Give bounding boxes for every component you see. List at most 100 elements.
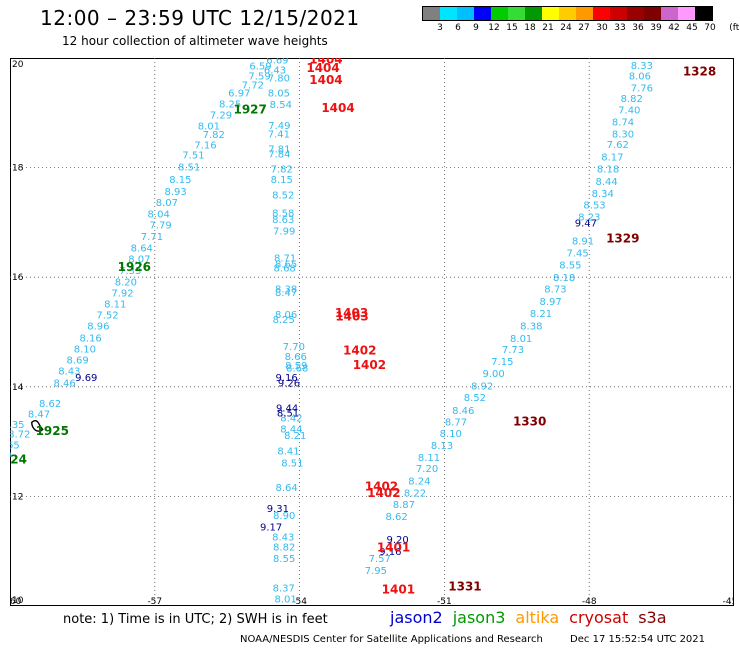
wave-height-label: 8.55 — [559, 261, 581, 272]
wave-height-label: 8.73 — [544, 285, 566, 296]
wave-height-label: 7.80 — [268, 74, 290, 85]
wave-height-label: 8.44 — [595, 177, 617, 188]
x-axis-tick-label: -45 — [723, 597, 734, 606]
altimeter-track-map: -60-57-54-51-48-452018161412106.696.596.… — [10, 58, 734, 606]
pass-id-label: 1404 — [309, 73, 342, 87]
wave-height-label: 8.93 — [164, 187, 186, 198]
wave-height-label: 8.18 — [553, 273, 575, 284]
wave-height-label: 8.34 — [592, 189, 614, 200]
pass-id-label: 1329 — [606, 231, 639, 245]
wave-height-label: 8.64 — [131, 244, 153, 255]
wave-height-label: 8.24 — [408, 477, 430, 488]
wave-height-label: 8.07 — [128, 255, 150, 266]
wave-height-label: 8.53 — [583, 200, 605, 211]
wave-height-label: 9.00 — [483, 369, 505, 380]
wave-height-label: 8.58 — [272, 209, 294, 220]
legend-swatch — [576, 7, 593, 20]
wave-height-label: 9.16 — [379, 547, 401, 558]
wave-height-label: 8.46 — [53, 378, 75, 389]
wave-height-label: 7.40 — [618, 106, 640, 117]
wave-height-label: 8.43 — [272, 532, 294, 543]
wave-height-label: 8.22 — [404, 489, 426, 500]
wave-height-label: 9.16 — [275, 373, 297, 384]
legend-tick-label: 70 — [704, 23, 716, 33]
wave-height-label: 7.65 — [10, 440, 20, 451]
wave-height-label: 7.57 — [369, 554, 391, 565]
wave-height-label: 8.51 — [277, 409, 299, 420]
wave-height-label: 8.51 — [281, 458, 303, 469]
legend-swatch — [423, 7, 440, 20]
island-outline — [31, 419, 44, 432]
wave-height-label: 6.59 — [249, 62, 271, 73]
wave-height-label: 8.52 — [464, 393, 486, 404]
wave-height-label: 7.99 — [273, 227, 295, 238]
wave-height-label: 8.01 — [510, 334, 532, 345]
x-axis-tick-label: -60 — [10, 597, 22, 606]
wave-height-label: 8.74 — [612, 118, 634, 129]
wave-height-label: 8.91 — [572, 236, 594, 247]
legend-tick-label: 30 — [596, 23, 608, 33]
wave-height-label: 8.13 — [431, 441, 453, 452]
wave-height-label: 8.46 — [452, 406, 474, 417]
wave-height-label: 8.01 — [275, 594, 297, 605]
legend-swatch — [491, 7, 508, 20]
wave-height-label: 8.72 — [10, 429, 30, 440]
legend-tick-label: 27 — [578, 23, 590, 33]
wave-height-label: 8.01 — [198, 121, 220, 132]
legend-unit: (ft) — [729, 23, 740, 33]
wave-height-label: 8.05 — [268, 89, 290, 100]
wave-height-label: 8.44 — [280, 424, 302, 435]
legend-tick-label: 6 — [455, 23, 461, 33]
wave-height-label: 6.43 — [264, 66, 286, 77]
pass-id-label: 1925 — [36, 424, 69, 438]
wave-height-label: 7.41 — [268, 130, 290, 141]
footer-timestamp: Dec 17 15:52:54 UTC 2021 — [570, 634, 706, 645]
wave-height-label: 8.47 — [28, 410, 50, 421]
pass-id-label: 1403 — [335, 310, 368, 324]
wave-height-label: 8.54 — [270, 100, 292, 111]
legend-swatch — [644, 7, 661, 20]
wave-height-label: 9.20 — [386, 535, 408, 546]
wave-height-label: 9.17 — [260, 523, 282, 534]
wave-height-label: 8.25 — [219, 99, 241, 110]
wave-height-label: 8.15 — [169, 175, 191, 186]
wave-height-label: 8.11 — [418, 453, 440, 464]
pass-id-label: 1926 — [118, 260, 151, 274]
legend-swatch — [678, 7, 695, 20]
pass-id-label: 1404 — [309, 58, 342, 67]
y-axis-tick-label: 10 — [12, 596, 24, 606]
wave-height-label: 8.51 — [178, 163, 200, 174]
wave-height-label: 7.45 — [567, 249, 589, 260]
x-axis-tick-label: -57 — [147, 597, 162, 606]
pass-id-label: 1404 — [321, 101, 354, 115]
y-axis-tick-label: 18 — [12, 164, 24, 174]
y-axis-tick-label: 12 — [12, 492, 23, 502]
legend-swatch — [559, 7, 576, 20]
wave-height-label: 7.59 — [248, 72, 270, 83]
legend-tick-label: 18 — [524, 23, 536, 33]
mission-cryosat: cryosat — [569, 608, 629, 627]
mission-jason3: jason3 — [452, 608, 506, 627]
y-axis-tick-label: 16 — [12, 273, 24, 283]
wave-height-label: 7.92 — [111, 289, 133, 300]
legend-swatch — [542, 7, 559, 20]
wave-height-label: 8.69 — [66, 355, 88, 366]
wave-height-label: 8.82 — [621, 94, 643, 105]
pass-id-label: 1402 — [353, 358, 386, 372]
wave-height-label: 8.21 — [530, 309, 552, 320]
wave-height-label: 8.52 — [272, 190, 294, 201]
legend-swatch — [627, 7, 644, 20]
x-axis-tick-label: -54 — [292, 597, 307, 606]
wave-height-label: 7.84 — [268, 149, 290, 160]
wave-height-label: 8.97 — [539, 297, 561, 308]
wave-height-label: 7.90 — [10, 450, 12, 461]
legend-swatch — [695, 7, 712, 20]
wave-height-label: 8.43 — [58, 366, 80, 377]
wave-height-label: 8.06 — [629, 72, 651, 83]
wave-height-label: 8.62 — [386, 512, 408, 523]
legend-swatch — [593, 7, 610, 20]
wave-height-label: 7.51 — [182, 150, 204, 161]
map-frame — [10, 58, 734, 606]
